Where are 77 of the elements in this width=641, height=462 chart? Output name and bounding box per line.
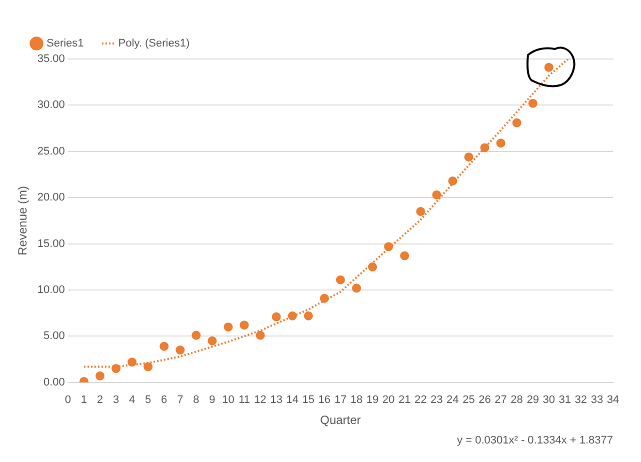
x-tick-label: 22 — [414, 394, 427, 406]
point — [432, 190, 442, 200]
x-tick-label: 33 — [590, 394, 604, 406]
x-axis-title: Quarter — [320, 413, 361, 428]
y-tick-label: 5.00 — [44, 330, 65, 342]
y-tick-label: 10.00 — [37, 284, 65, 296]
point — [336, 275, 345, 284]
x-tick-label: 31 — [558, 394, 572, 406]
x-tick-label: 19 — [366, 394, 379, 406]
x-tick-label: 26 — [478, 394, 491, 406]
point — [272, 312, 281, 322]
y-tick-label: 20.00 — [37, 192, 65, 204]
x-tick-label: 10 — [222, 394, 234, 406]
point — [176, 346, 185, 355]
x-tick-label: 23 — [430, 394, 443, 406]
point — [224, 322, 233, 332]
x-tick-label: 6 — [161, 394, 168, 406]
legend-label: Series1 — [46, 38, 84, 50]
point — [128, 358, 137, 367]
point — [464, 152, 474, 162]
legend-label: Poly. (Series1) — [118, 38, 190, 50]
point — [144, 362, 153, 372]
y-tick-label: 0.00 — [44, 376, 65, 388]
x-tick-label: 5 — [145, 394, 152, 406]
point — [400, 251, 410, 260]
x-tick-label: 12 — [254, 394, 266, 406]
x-tick-label: 34 — [606, 394, 620, 406]
point — [208, 336, 217, 346]
point — [352, 284, 361, 293]
x-tick-label: 21 — [398, 394, 411, 406]
x-tick-label: 24 — [446, 394, 459, 406]
point — [240, 320, 249, 330]
y-tick-label: 30.00 — [37, 99, 65, 112]
point — [320, 294, 329, 303]
point — [496, 138, 506, 148]
x-tick-label: 25 — [462, 394, 475, 406]
x-tick-label: 11 — [238, 394, 250, 406]
x-tick-label: 9 — [209, 394, 216, 406]
x-tick-label: 7 — [177, 394, 184, 406]
point — [95, 371, 104, 380]
point — [288, 311, 297, 320]
point — [160, 342, 169, 351]
x-tick-label: 14 — [286, 394, 298, 406]
point — [256, 330, 265, 340]
y-axis-title: Revenue (m) — [16, 186, 30, 256]
x-tick-label: 4 — [128, 394, 136, 406]
x-tick-label: 1 — [80, 394, 88, 406]
y-tick-label: 25.00 — [37, 145, 65, 158]
x-tick-label: 0 — [64, 394, 71, 406]
point — [480, 143, 490, 152]
text: y = 0.0301x² - 0.1334x + 1.8377 — [457, 434, 613, 447]
x-tick-label: 18 — [350, 394, 363, 406]
x-tick-label: 16 — [318, 394, 331, 406]
point — [512, 118, 522, 128]
x-tick-label: 17 — [334, 394, 347, 406]
x-tick-label: 3 — [112, 394, 120, 406]
point — [112, 364, 121, 374]
x-tick-label: 20 — [382, 394, 395, 406]
point — [528, 98, 538, 108]
point — [416, 206, 426, 216]
point — [544, 62, 554, 72]
point — [192, 330, 201, 340]
point — [448, 176, 458, 186]
x-tick-label: 8 — [193, 394, 200, 406]
x-tick-label: 15 — [302, 394, 315, 406]
x-tick-label: 28 — [510, 394, 523, 406]
x-tick-label: 29 — [526, 394, 539, 406]
x-tick-label: 32 — [574, 394, 588, 406]
x-tick-label: 30 — [542, 394, 555, 406]
point — [384, 242, 394, 252]
y-tick-label: 35.00 — [37, 53, 65, 66]
y-tick-label: 15.00 — [37, 238, 65, 250]
x-tick-label: 27 — [494, 394, 507, 406]
point — [304, 311, 313, 320]
point — [368, 262, 378, 272]
x-tick-label: 2 — [96, 394, 104, 406]
x-tick-label: 13 — [270, 394, 282, 406]
